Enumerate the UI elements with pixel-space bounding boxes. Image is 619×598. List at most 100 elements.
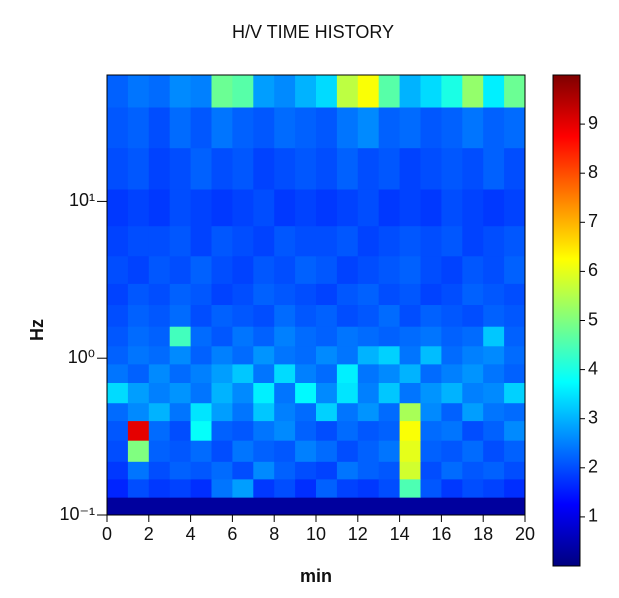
heat-cell	[357, 255, 380, 284]
colorbar-tick-label: 6	[588, 260, 598, 280]
x-tick-label: 2	[144, 524, 154, 544]
heat-cell	[336, 304, 359, 327]
heat-cell	[504, 304, 526, 327]
heat-cell	[378, 147, 401, 190]
heat-cell	[316, 75, 338, 108]
heat-cell	[211, 363, 233, 383]
heat-cell	[441, 402, 463, 422]
heat-cell	[148, 304, 171, 327]
heat-cell	[169, 345, 192, 365]
heat-cell	[399, 420, 421, 441]
heat-cell	[483, 440, 505, 462]
heat-cell	[295, 382, 317, 404]
heat-cell	[148, 147, 171, 190]
heat-cell	[253, 225, 275, 257]
heat-cell	[420, 497, 442, 516]
heat-cell	[295, 440, 317, 462]
heat-cell	[274, 402, 296, 422]
heat-cell	[316, 283, 338, 306]
heat-cell	[148, 225, 171, 257]
heat-cell	[504, 461, 526, 480]
heat-cell	[462, 363, 484, 383]
heat-cell	[336, 225, 359, 257]
x-tick-label: 4	[186, 524, 196, 544]
heat-cell	[253, 382, 275, 404]
heat-cell	[399, 497, 421, 516]
heat-cell	[190, 440, 212, 462]
colorbar-tick-label: 3	[588, 407, 598, 427]
heat-cell	[169, 75, 192, 108]
heat-cell	[357, 75, 380, 108]
heat-cell	[169, 461, 192, 480]
heat-cell	[295, 255, 317, 284]
heat-cell	[378, 461, 401, 480]
heat-cell	[274, 107, 296, 149]
heat-cell	[253, 255, 275, 284]
heat-cell	[399, 283, 421, 306]
heat-cell	[399, 255, 421, 284]
heat-cell	[316, 461, 338, 480]
heat-cell	[441, 420, 463, 441]
heat-cell	[232, 382, 254, 404]
heat-cell	[148, 107, 171, 149]
heat-cell	[420, 188, 442, 227]
heat-cell	[253, 147, 275, 190]
heat-cell	[378, 188, 401, 227]
heat-cell	[232, 326, 254, 347]
heat-cell	[336, 147, 359, 190]
heat-cell	[274, 283, 296, 306]
heat-cell	[399, 188, 421, 227]
heat-cell	[441, 382, 463, 404]
heat-cell	[232, 420, 254, 441]
heat-cell	[504, 478, 526, 498]
heat-cell	[357, 147, 380, 190]
heat-cell	[274, 420, 296, 441]
heat-cell	[462, 188, 484, 227]
heat-cell	[504, 402, 526, 422]
heat-cell	[107, 147, 129, 190]
heat-cell	[190, 497, 212, 516]
heat-cell	[378, 402, 401, 422]
heat-cell	[441, 440, 463, 462]
heat-cell	[462, 225, 484, 257]
heat-cell	[504, 382, 526, 404]
heat-cell	[316, 147, 338, 190]
heat-cell	[274, 345, 296, 365]
heat-cell	[253, 402, 275, 422]
heat-cell	[190, 304, 212, 327]
heat-cell	[274, 440, 296, 462]
heat-cell	[316, 304, 338, 327]
heat-cell	[107, 188, 129, 227]
heat-cell	[504, 420, 526, 441]
heat-cell	[357, 497, 380, 516]
heat-cell	[378, 440, 401, 462]
heat-cell	[462, 382, 484, 404]
heat-cell	[274, 497, 296, 516]
y-tick-label: 10⁻¹	[59, 504, 95, 524]
heat-cell	[295, 497, 317, 516]
heat-cell	[127, 107, 150, 149]
heat-cell	[420, 107, 442, 149]
heat-cell	[232, 188, 254, 227]
heat-cell	[483, 345, 505, 365]
heat-cell	[295, 345, 317, 365]
heat-cell	[107, 420, 129, 441]
heat-cell	[357, 478, 380, 498]
heat-cell	[190, 382, 212, 404]
heat-cell	[232, 440, 254, 462]
heat-cell	[190, 283, 212, 306]
heat-cell	[211, 283, 233, 306]
x-axis-label: min	[300, 566, 332, 586]
heat-cell	[357, 225, 380, 257]
heat-cell	[127, 283, 150, 306]
heat-cell	[107, 497, 129, 516]
heat-cell	[504, 326, 526, 347]
heat-cell	[232, 363, 254, 383]
heat-cell	[274, 75, 296, 108]
heat-cell	[399, 478, 421, 498]
heat-cell	[232, 255, 254, 284]
heat-cell	[420, 440, 442, 462]
heat-cell	[336, 440, 359, 462]
heat-cell	[378, 345, 401, 365]
x-tick-label: 0	[102, 524, 112, 544]
